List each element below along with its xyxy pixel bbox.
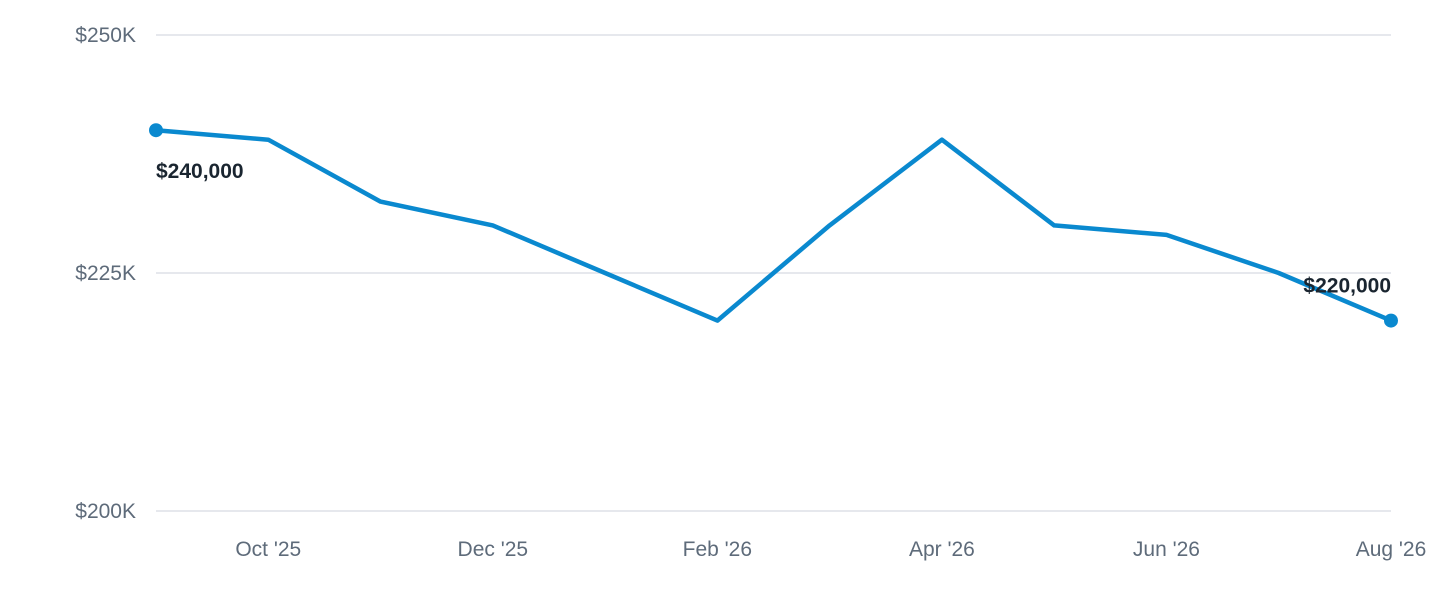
x-tick-label: Dec '25 — [458, 538, 529, 561]
x-tick-label: Jun '26 — [1133, 538, 1200, 561]
x-axis: Oct '25 Dec '25 Feb '26 Apr '26 Jun '26 Aug '… — [235, 538, 1426, 561]
y-axis: $250K $225K $200K — [75, 24, 136, 523]
series-layer — [149, 123, 1398, 328]
x-tick-label: Oct '25 — [235, 538, 301, 561]
series-line — [153, 127, 1394, 323]
x-tick-label: Aug '26 — [1356, 538, 1427, 561]
annotation-layer: $240,000 $220,000 — [156, 160, 1391, 297]
data-label: $240,000 — [156, 160, 244, 183]
data-point-marker — [1384, 313, 1398, 328]
x-tick-label: Apr '26 — [909, 538, 975, 561]
y-tick-label: $200K — [75, 500, 136, 523]
data-label: $220,000 — [1303, 275, 1391, 298]
x-tick-label: Feb '26 — [683, 538, 752, 561]
y-tick-label: $225K — [75, 262, 136, 285]
data-point-marker — [149, 123, 163, 138]
y-tick-label: $250K — [75, 24, 136, 47]
